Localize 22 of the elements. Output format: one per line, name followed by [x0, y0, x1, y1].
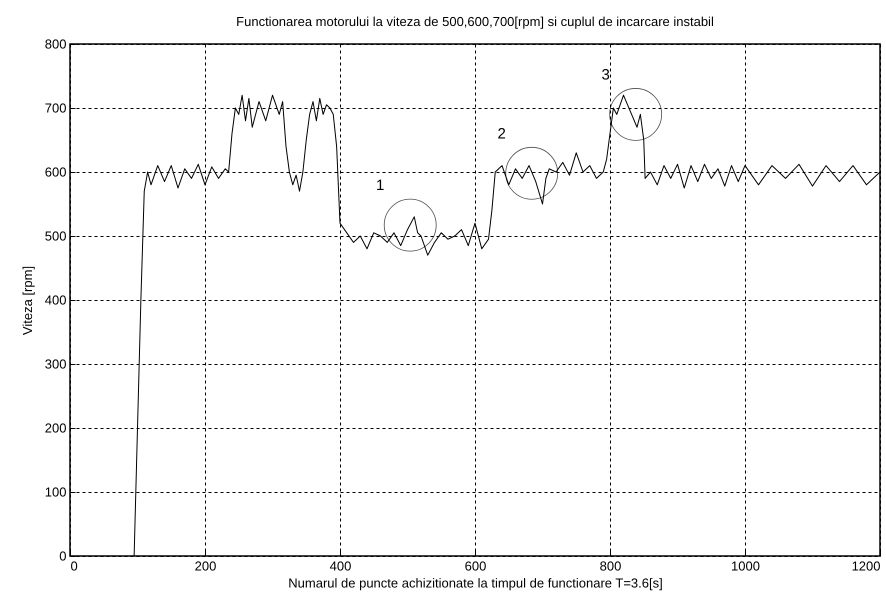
y-tick-label: 800 — [44, 36, 66, 52]
y-tick-label: 400 — [44, 292, 66, 308]
x-tick-label: 800 — [600, 558, 622, 574]
annotation: 3 — [601, 66, 610, 84]
y-tick-label: 200 — [44, 420, 66, 436]
annotation: 1 — [376, 177, 384, 194]
chart-title: Functionarea motorului la viteza de 500,600,700[rpm] si cuplul de incarcare instabil — [236, 14, 714, 29]
y-tick-label: 300 — [44, 356, 66, 372]
y-tick-label: 100 — [44, 484, 66, 500]
x-tick-label: 0 — [70, 558, 78, 574]
x-tick-label: 400 — [330, 558, 352, 574]
y-tick-label: 700 — [44, 100, 66, 116]
y-tick-label: 600 — [44, 164, 66, 180]
y-tick-label: 500 — [44, 228, 66, 244]
x-tick-label: 600 — [464, 558, 486, 574]
x-tick-label: 1000 — [731, 558, 760, 574]
annotation: 2 — [498, 125, 506, 142]
x-tick-label: 1200 — [852, 558, 880, 574]
x-axis-title: Numarul de puncte achizitionate la timpul de functionare T=3.6[s] — [288, 576, 663, 590]
y-axis-title: Viteza [rpm] — [20, 266, 35, 336]
y-tick-label: 0 — [59, 548, 66, 564]
x-tick-label: 200 — [194, 558, 216, 574]
